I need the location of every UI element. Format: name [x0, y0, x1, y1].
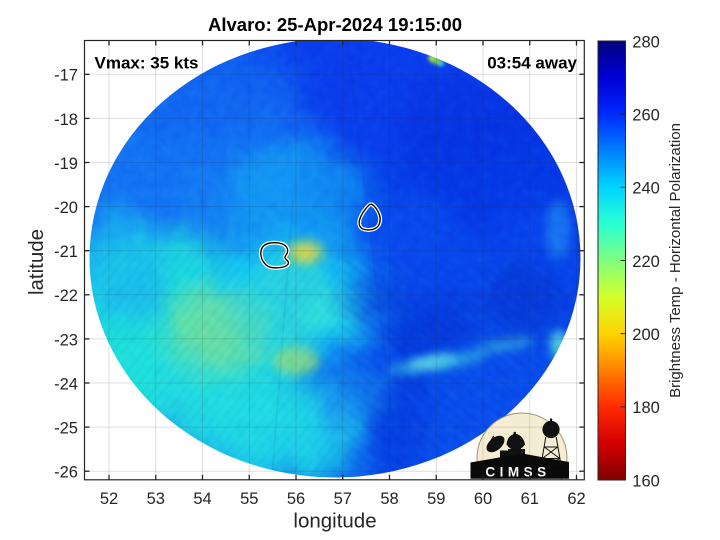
svg-text:longitude: longitude — [293, 510, 376, 533]
svg-text:-20: -20 — [54, 199, 78, 217]
svg-text:240: 240 — [632, 180, 660, 198]
svg-text:03:54 away: 03:54 away — [487, 53, 577, 72]
svg-text:220: 220 — [632, 253, 660, 271]
svg-text:-22: -22 — [54, 287, 78, 305]
svg-text:52: 52 — [100, 490, 118, 508]
svg-text:180: 180 — [632, 399, 660, 417]
svg-text:60: 60 — [474, 490, 492, 508]
svg-text:-26: -26 — [54, 464, 78, 482]
svg-text:latitude: latitude — [25, 229, 48, 295]
svg-text:280: 280 — [632, 33, 660, 51]
svg-text:160: 160 — [632, 472, 660, 490]
svg-text:Brightness Temp - Horizontal P: Brightness Temp - Horizontal Polarizatio… — [667, 123, 684, 398]
svg-text:57: 57 — [334, 490, 352, 508]
svg-text:59: 59 — [427, 490, 445, 508]
svg-text:61: 61 — [521, 490, 539, 508]
svg-text:-25: -25 — [54, 420, 78, 438]
svg-text:CIMSS: CIMSS — [485, 465, 550, 480]
svg-text:53: 53 — [147, 490, 165, 508]
svg-text:-23: -23 — [54, 331, 78, 349]
svg-text:58: 58 — [380, 490, 398, 508]
svg-text:62: 62 — [567, 490, 585, 508]
svg-text:260: 260 — [632, 107, 660, 125]
svg-text:-21: -21 — [54, 243, 78, 261]
svg-text:200: 200 — [632, 326, 660, 344]
svg-text:Alvaro: 25-Apr-2024 19:15:00: Alvaro: 25-Apr-2024 19:15:00 — [208, 14, 462, 35]
svg-text:-24: -24 — [54, 375, 78, 393]
svg-text:Vmax: 35 kts: Vmax: 35 kts — [95, 53, 199, 72]
svg-text:-19: -19 — [54, 155, 78, 173]
svg-text:-17: -17 — [54, 67, 78, 85]
svg-text:-18: -18 — [54, 111, 78, 129]
svg-text:56: 56 — [287, 490, 305, 508]
svg-text:55: 55 — [240, 490, 258, 508]
svg-text:54: 54 — [193, 490, 211, 508]
